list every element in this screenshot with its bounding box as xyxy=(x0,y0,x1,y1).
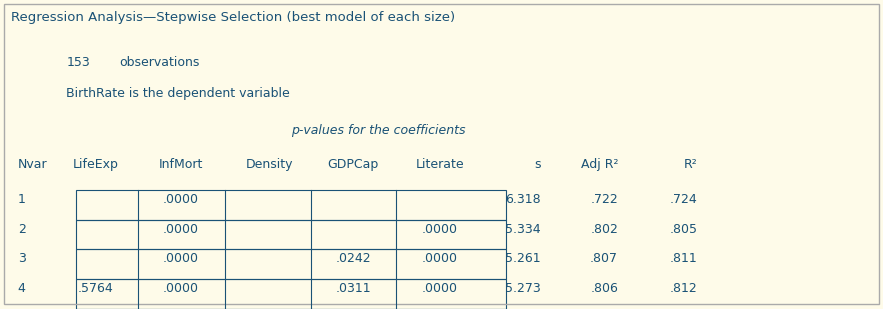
Bar xyxy=(76,249,506,279)
Text: .802: .802 xyxy=(590,223,618,236)
Text: Adj R²: Adj R² xyxy=(581,158,618,171)
Bar xyxy=(76,220,506,249)
Text: 3: 3 xyxy=(18,252,26,265)
Text: Regression Analysis—Stepwise Selection (best model of each size): Regression Analysis—Stepwise Selection (… xyxy=(11,11,455,24)
Text: observations: observations xyxy=(119,56,200,69)
Text: 5.261: 5.261 xyxy=(505,252,540,265)
Text: Nvar: Nvar xyxy=(18,158,48,171)
Text: BirthRate is the dependent variable: BirthRate is the dependent variable xyxy=(66,87,290,99)
Text: .0000: .0000 xyxy=(422,252,457,265)
Text: .0000: .0000 xyxy=(422,223,457,236)
Text: GDPCap: GDPCap xyxy=(328,158,379,171)
Text: 5.273: 5.273 xyxy=(505,282,540,295)
Text: 5.334: 5.334 xyxy=(505,223,540,236)
Text: .811: .811 xyxy=(670,252,698,265)
Text: .0000: .0000 xyxy=(163,282,199,295)
Text: Density: Density xyxy=(245,158,293,171)
Text: 6.318: 6.318 xyxy=(505,193,540,206)
Bar xyxy=(76,190,506,220)
Text: .0311: .0311 xyxy=(336,282,371,295)
Text: .724: .724 xyxy=(670,193,698,206)
Text: InfMort: InfMort xyxy=(159,158,203,171)
Text: .0242: .0242 xyxy=(336,252,371,265)
Text: 153: 153 xyxy=(66,56,90,69)
Text: p-values for the coefficients: p-values for the coefficients xyxy=(291,124,466,137)
Text: .722: .722 xyxy=(591,193,618,206)
Text: .805: .805 xyxy=(669,223,698,236)
Text: .807: .807 xyxy=(590,252,618,265)
Text: .0000: .0000 xyxy=(422,282,457,295)
Text: .812: .812 xyxy=(670,282,698,295)
Text: 1: 1 xyxy=(18,193,26,206)
Text: .0000: .0000 xyxy=(163,252,199,265)
Text: .5764: .5764 xyxy=(78,282,113,295)
Bar xyxy=(76,279,506,309)
Text: LifeExp: LifeExp xyxy=(72,158,118,171)
Text: Literate: Literate xyxy=(415,158,464,171)
Text: 4: 4 xyxy=(18,282,26,295)
Text: 2: 2 xyxy=(18,223,26,236)
Text: .0000: .0000 xyxy=(163,223,199,236)
Text: R²: R² xyxy=(683,158,698,171)
Text: .0000: .0000 xyxy=(163,193,199,206)
Text: .806: .806 xyxy=(590,282,618,295)
Text: s: s xyxy=(534,158,540,171)
